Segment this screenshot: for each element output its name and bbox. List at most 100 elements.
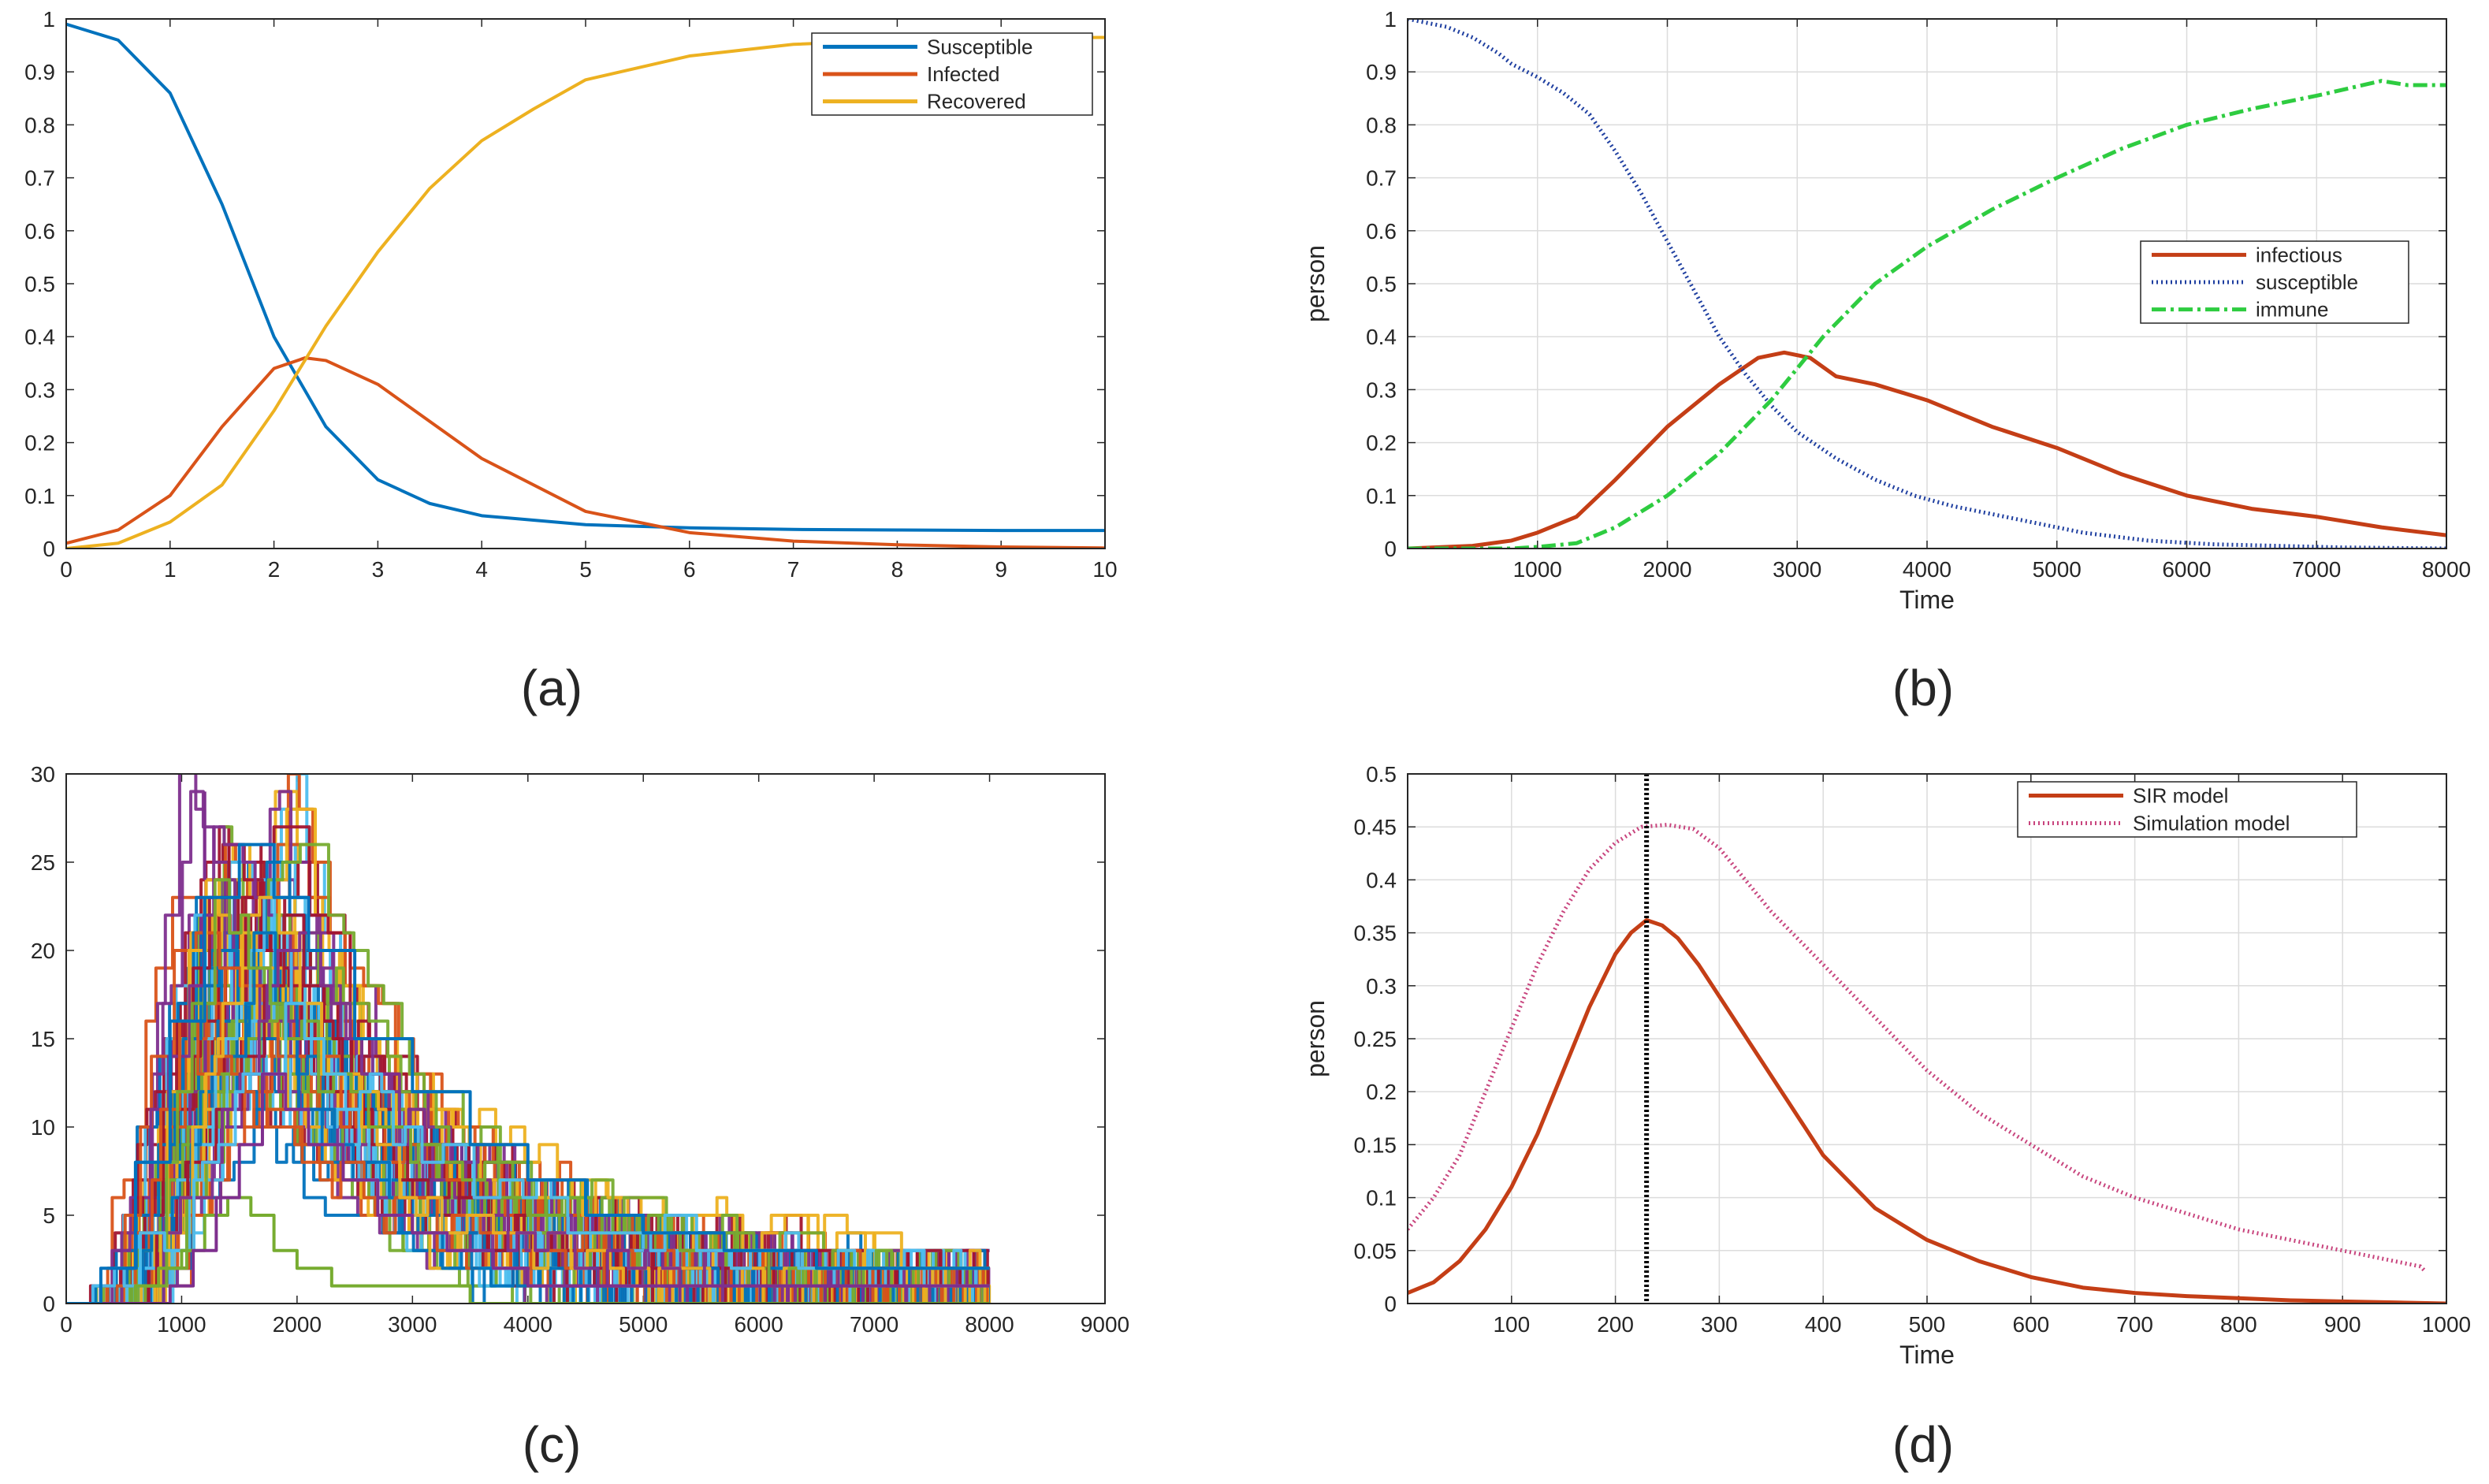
y-tick-label: 30 xyxy=(31,762,55,787)
series-line-infectious xyxy=(1408,350,2446,549)
x-tick-label: 0 xyxy=(60,1312,73,1337)
y-tick-label: 0.5 xyxy=(1366,762,1397,787)
y-tick-label: 0.2 xyxy=(24,431,55,456)
y-tick-label: 0 xyxy=(43,537,55,561)
x-tick-label: 5 xyxy=(579,557,592,582)
panel-c: 0 1000 2000 3000 4000 5000 6000 7000 8000 9000 0 5 1… xyxy=(31,762,1129,1337)
y-tick-label: 0.8 xyxy=(24,113,55,137)
y-tick-label: 0.2 xyxy=(1366,1080,1397,1104)
x-axis-label: Time xyxy=(1899,586,1955,614)
x-tick-label: 800 xyxy=(2220,1312,2257,1337)
x-tick-label: 7 xyxy=(787,557,800,582)
x-tick-label: 300 xyxy=(1701,1312,1738,1337)
y-tick-label: 0.45 xyxy=(1354,815,1397,839)
y-tick-label: 0.3 xyxy=(1366,378,1397,402)
panel-b: 1000 2000 3000 4000 5000 6000 7000 8000 0 0.1 0.2 0… xyxy=(1301,7,2471,614)
x-tick-label: 5000 xyxy=(2033,557,2082,582)
y-tick-label: 0.4 xyxy=(24,325,55,349)
y-axis-label: person xyxy=(1301,245,1330,322)
series-line-susceptible xyxy=(1408,19,2446,549)
y-tick-label: 0.6 xyxy=(24,219,55,244)
series-line-susceptible xyxy=(66,22,1105,533)
legend-label: Simulation model xyxy=(2133,812,2290,835)
x-tick-label: 1000 xyxy=(1513,557,1562,582)
x-tick-label: 8000 xyxy=(965,1312,1014,1337)
x-tick-label: 4 xyxy=(475,557,488,582)
axes-box xyxy=(1407,18,2447,549)
y-tick-label: 0 xyxy=(1384,537,1397,561)
x-tick-label: 9000 xyxy=(1081,1312,1129,1337)
y-tick-label: 10 xyxy=(31,1115,55,1140)
x-tick-label: 8 xyxy=(891,557,904,582)
y-tick-label: 0.05 xyxy=(1354,1239,1397,1263)
y-tick-label: 0 xyxy=(43,1292,55,1316)
panel-d: 100 200 300 400 500 600 700 800 900 1000 0 0.05 0.1 0… xyxy=(1301,762,2471,1369)
axes-box xyxy=(65,18,1106,549)
x-tick-label: 1000 xyxy=(2422,1312,2471,1337)
y-tick-label: 1 xyxy=(1384,7,1397,32)
y-tick-label: 0.8 xyxy=(1366,113,1397,137)
y-tick-label: 0.35 xyxy=(1354,921,1397,946)
x-tick-label: 6 xyxy=(683,557,696,582)
y-tick-label: 15 xyxy=(31,1027,55,1051)
legend: infectious susceptible immune xyxy=(2140,240,2409,324)
x-axis-label: Time xyxy=(1899,1341,1955,1369)
legend: SIR model Simulation model xyxy=(2017,781,2357,838)
y-tick-label: 25 xyxy=(31,850,55,875)
y-tick-label: 0.9 xyxy=(1366,60,1397,84)
y-tick-label: 0.7 xyxy=(1366,166,1397,191)
y-tick-label: 0.5 xyxy=(24,272,55,296)
x-tick-label: 3000 xyxy=(388,1312,437,1337)
x-tick-label: 1000 xyxy=(157,1312,206,1337)
series-group xyxy=(1408,774,2446,1304)
legend-label: Infected xyxy=(927,62,1000,86)
x-tick-label: 10 xyxy=(1092,557,1117,582)
x-tick-label: 200 xyxy=(1597,1312,1634,1337)
caption-a: (a) xyxy=(521,660,582,716)
x-tick-label: 1 xyxy=(164,557,177,582)
x-tick-label: 600 xyxy=(2012,1312,2049,1337)
axes-box xyxy=(1407,773,2447,1304)
x-tick-label: 2000 xyxy=(1643,557,1691,582)
series-line-long-run-c xyxy=(66,842,990,1304)
y-tick-label: 0.1 xyxy=(1366,1186,1397,1211)
caption-b: (b) xyxy=(1892,660,1954,716)
y-tick-label: 0.4 xyxy=(1366,325,1397,349)
legend-label: immune xyxy=(2256,298,2328,322)
x-tick-label: 6000 xyxy=(2162,557,2211,582)
y-tick-label: 1 xyxy=(43,7,55,32)
x-tick-label: 4000 xyxy=(504,1312,552,1337)
x-tick-label: 0 xyxy=(60,557,73,582)
series-line-immune xyxy=(1408,79,2446,549)
series-line-simulation-model xyxy=(1408,823,2428,1274)
legend-label: infectious xyxy=(2256,243,2342,266)
y-axis-label: person xyxy=(1301,1000,1330,1077)
caption-c: (c) xyxy=(523,1416,582,1473)
series-line-sir-model xyxy=(1408,917,2446,1304)
y-tick-label: 0.3 xyxy=(1366,974,1397,999)
legend-box xyxy=(2017,781,2357,838)
legend: Susceptible Infected Recovered xyxy=(811,32,1093,116)
y-tick-label: 20 xyxy=(31,939,55,963)
x-tick-label: 500 xyxy=(1909,1312,1946,1337)
y-tick-label: 0 xyxy=(1384,1292,1397,1316)
legend-label: SIR model xyxy=(2133,784,2228,808)
caption-d: (d) xyxy=(1892,1416,1954,1473)
axes-box xyxy=(65,773,1106,1304)
y-tick-label: 0.6 xyxy=(1366,219,1397,244)
series-line-low-run-a xyxy=(66,1196,990,1304)
series-group xyxy=(66,774,992,1304)
series-line-infected xyxy=(66,356,1105,549)
y-tick-label: 0.3 xyxy=(24,378,55,402)
x-tick-label: 7000 xyxy=(2292,557,2341,582)
y-tick-label: 0.1 xyxy=(24,484,55,508)
x-tick-label: 9 xyxy=(995,557,1007,582)
run-line xyxy=(66,842,990,1304)
series-group xyxy=(1408,19,2446,549)
x-tick-label: 3 xyxy=(372,557,385,582)
x-tick-label: 100 xyxy=(1493,1312,1530,1337)
y-tick-label: 0.25 xyxy=(1354,1027,1397,1051)
y-tick-label: 0.9 xyxy=(24,60,55,84)
y-tick-label: 0.5 xyxy=(1366,272,1397,296)
